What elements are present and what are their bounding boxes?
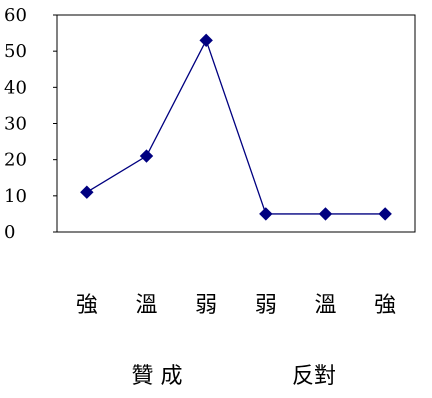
group-label-against: 反對: [291, 364, 337, 389]
plot-area-frame: [56, 14, 416, 233]
data-point-強: [378, 207, 392, 221]
category-label: 弱: [195, 293, 218, 318]
y-tick-label: 10: [4, 186, 27, 207]
data-point-強: [80, 185, 94, 199]
y-tick-label: 0: [4, 222, 15, 243]
category-label: 弱: [254, 293, 277, 318]
category-label: 溫: [135, 293, 158, 318]
y-axis-ticks: 0 10 20 30 40 50 60: [4, 5, 57, 243]
data-line: [86, 38, 386, 215]
category-label: 溫: [314, 293, 337, 318]
y-tick-label: 20: [4, 150, 27, 171]
series-line: [86, 38, 386, 215]
group-label-for: 贊 成: [131, 364, 183, 389]
axes: [56, 14, 416, 233]
data-point-溫: [139, 149, 154, 163]
data-point-溫: [318, 207, 333, 221]
y-tick-label: 60: [4, 5, 27, 26]
category-label: 強: [374, 293, 397, 318]
y-tick-label: 50: [4, 41, 27, 62]
category-label: 強: [75, 293, 98, 318]
series-markers: [80, 33, 392, 221]
data-point-弱: [259, 207, 273, 221]
data-point-弱: [199, 33, 213, 48]
y-tick-label: 30: [4, 114, 27, 135]
y-tick-label: 40: [4, 77, 27, 98]
